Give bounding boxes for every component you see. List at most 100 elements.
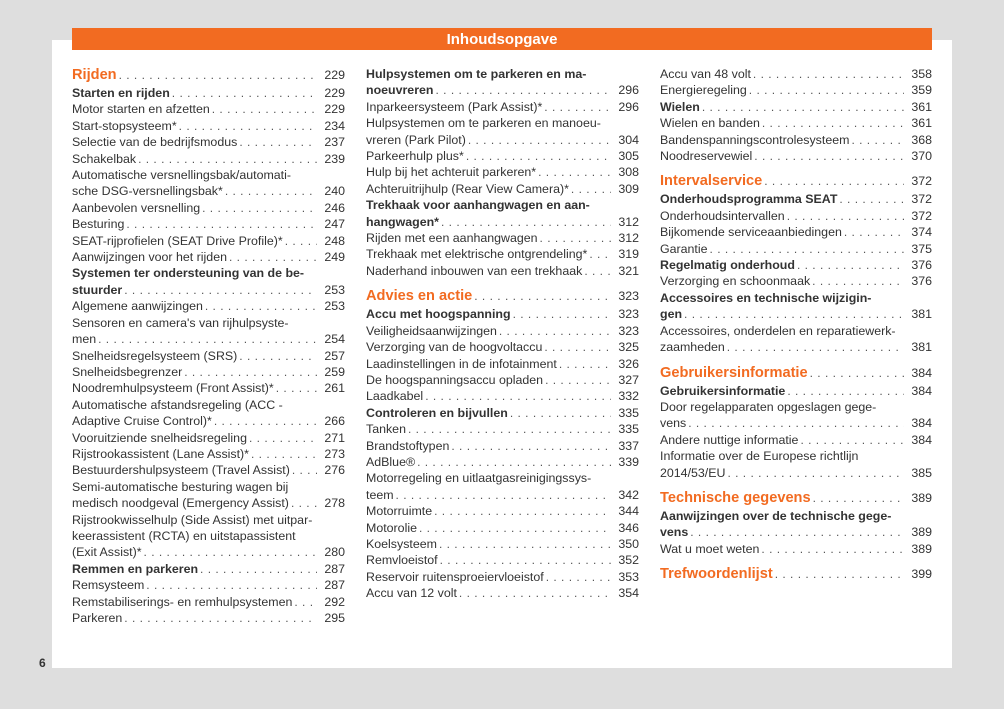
toc-item[interactable]: Laadkabel 332 (366, 388, 639, 404)
toc-item[interactable]: Accu van 12 volt 354 (366, 585, 639, 601)
dot-leader (797, 257, 904, 273)
toc-item[interactable]: Automatische versnellingsbak/automati-sc… (72, 167, 345, 200)
toc-item[interactable]: Reservoir ruitensproeiervloeistof 353 (366, 569, 639, 585)
toc-section[interactable]: Gebruikersinformatie 384 (660, 383, 932, 399)
toc-item[interactable]: Aanwijzingen voor het rijden 249 (72, 249, 345, 265)
toc-entry-row: Noodreservewiel 370 (660, 148, 932, 164)
toc-section[interactable]: Starten en rijden 229 (72, 85, 345, 101)
toc-item[interactable]: De hoogspanningsaccu opladen 327 (366, 372, 639, 388)
toc-item[interactable]: Noodremhulpsysteem (Front Assist)* 261 (72, 380, 345, 396)
toc-item[interactable]: Accessoires, onderdelen en reparatiewerk… (660, 323, 932, 356)
toc-item[interactable]: SEAT-rijprofielen (SEAT Drive Profile)* 2… (72, 233, 345, 249)
toc-item[interactable]: Verzorging en schoonmaak 376 (660, 273, 932, 289)
toc-section[interactable]: Wielen 361 (660, 99, 932, 115)
toc-item[interactable]: Rijstrookassistent (Lane Assist)* 273 (72, 446, 345, 462)
toc-item[interactable]: Wat u moet weten 389 (660, 541, 932, 557)
toc-section[interactable]: Remmen en parkeren 287 (72, 561, 345, 577)
toc-item[interactable]: Door regelapparaten opgeslagen gege-vens… (660, 399, 932, 432)
toc-entry-title: Remvloeistof (366, 553, 438, 568)
dot-leader (451, 438, 611, 454)
toc-item[interactable]: Garantie 375 (660, 241, 932, 257)
toc-entry-title-line: Door regelapparaten opgeslagen gege- (660, 399, 877, 414)
toc-item[interactable]: Inparkeersysteem (Park Assist)* 296 (366, 99, 639, 115)
toc-item[interactable]: Tanken 335 (366, 421, 639, 437)
toc-item[interactable]: Naderhand inbouwen van een trekhaak 321 (366, 263, 639, 279)
toc-item[interactable]: Motorolie 346 (366, 520, 639, 536)
toc-section[interactable]: Trekhaak voor aanhangwagen en aan-hangwa… (366, 197, 639, 230)
toc-page-number: 389 (911, 525, 932, 540)
toc-item[interactable]: Energieregeling 359 (660, 82, 932, 98)
toc-entry-row: Regelmatig onderhoud 376 (660, 257, 932, 273)
toc-section[interactable]: Aanwijzingen over de technische gege-ven… (660, 508, 932, 541)
toc-item[interactable]: Verzorging van de hoogvoltaccu 325 (366, 339, 639, 355)
toc-item[interactable]: Wielen en banden 361 (660, 115, 932, 131)
toc-entry-title: Besturing (72, 217, 125, 232)
toc-section[interactable]: Accessoires en technische wijzigin-gen 38… (660, 290, 932, 323)
toc-item[interactable]: Bandenspanningscontrolesysteem 368 (660, 132, 932, 148)
toc-item[interactable]: Rijstrookwisselhulp (Side Assist) met ui… (72, 512, 345, 561)
toc-item[interactable]: Algemene aanwijzingen 253 (72, 298, 345, 314)
toc-page-number: 372 (911, 192, 932, 207)
toc-item[interactable]: Snelheidsbegrenzer 259 (72, 364, 345, 380)
toc-item[interactable]: Start-stopsysteem* 234 (72, 118, 345, 134)
toc-item[interactable]: Remvloeistof 352 (366, 552, 639, 568)
toc-item[interactable]: Hulpsystemen om te parkeren en manoeu-vr… (366, 115, 639, 148)
toc-item[interactable]: Onderhoudsintervallen 372 (660, 208, 932, 224)
toc-chapter[interactable]: Intervalservice 372 (660, 172, 932, 191)
toc-item[interactable]: Snelheidsregelsysteem (SRS) 257 (72, 348, 345, 364)
toc-item[interactable]: Remsysteem 287 (72, 577, 345, 593)
toc-item[interactable]: Semi-automatische besturing wagen bij med… (72, 479, 345, 512)
toc-entry-row: Koelsysteem 350 (366, 536, 639, 552)
toc-item[interactable]: Informatie over de Europese richtlijn 201… (660, 448, 932, 481)
toc-item[interactable]: AdBlue® 339 (366, 454, 639, 470)
toc-item[interactable]: Remstabiliserings- en remhulpsystemen 292 (72, 594, 345, 610)
dot-leader (466, 148, 611, 164)
toc-item[interactable]: Bestuurdershulpsysteem (Travel Assist) 27… (72, 462, 345, 478)
toc-chapter[interactable]: Gebruikersinformatie 384 (660, 364, 932, 383)
toc-section[interactable]: Onderhoudsprogramma SEAT 372 (660, 191, 932, 207)
toc-section[interactable]: Systemen ter ondersteuning van de be-stu… (72, 265, 345, 298)
toc-item[interactable]: Aanbevolen versnelling 246 (72, 200, 345, 216)
toc-chapter[interactable]: Rijden 229 (72, 66, 345, 85)
toc-item[interactable]: Koelsysteem 350 (366, 536, 639, 552)
toc-chapter[interactable]: Trefwoordenlijst 399 (660, 565, 932, 584)
toc-item[interactable]: Sensoren en camera's van rijhulpsyste-me… (72, 315, 345, 348)
toc-item[interactable]: Brandstoftypen 337 (366, 438, 639, 454)
toc-section[interactable]: Regelmatig onderhoud 376 (660, 257, 932, 273)
toc-item[interactable]: Motorregeling en uitlaatgasreinigingssys… (366, 470, 639, 503)
toc-section[interactable]: Controleren en bijvullen 335 (366, 405, 639, 421)
toc-item[interactable]: Rijden met een aanhangwagen 312 (366, 230, 639, 246)
toc-item[interactable]: Besturing 247 (72, 216, 345, 232)
toc-page-number: 266 (324, 414, 345, 429)
toc-item[interactable]: Parkeerhulp plus* 305 (366, 148, 639, 164)
toc-section[interactable]: Accu met hoogspanning 323 (366, 306, 639, 322)
toc-item[interactable]: Selectie van de bedrijfsmodus 237 (72, 134, 345, 150)
toc-item[interactable]: Laadinstellingen in de infotainment 326 (366, 356, 639, 372)
toc-item[interactable]: Vooruitziende snelheidsregeling 271 (72, 430, 345, 446)
toc-item[interactable]: Parkeren 295 (72, 610, 345, 626)
toc-page-number: 276 (324, 463, 345, 478)
toc-item[interactable]: Veiligheidsaanwijzingen 323 (366, 323, 639, 339)
toc-entry-title: Garantie (660, 241, 708, 256)
toc-item[interactable]: Motorruimte 344 (366, 503, 639, 519)
toc-entry-row: men 254 (72, 331, 345, 347)
toc-item[interactable]: Hulp bij het achteruit parkeren* 308 (366, 164, 639, 180)
toc-entry-title: Accu van 12 volt (366, 586, 457, 601)
toc-entry-title: Naderhand inbouwen van een trekhaak (366, 263, 583, 278)
toc-item[interactable]: Achteruitrijhulp (Rear View Camera)* 309 (366, 181, 639, 197)
toc-item[interactable]: Motor starten en afzetten 229 (72, 101, 345, 117)
toc-chapter[interactable]: Advies en actie 323 (366, 287, 639, 306)
toc-item[interactable]: Noodreservewiel 370 (660, 148, 932, 164)
toc-item[interactable]: Andere nuttige informatie 384 (660, 432, 932, 448)
toc-item[interactable]: Schakelbak 239 (72, 151, 345, 167)
toc-entry-row: Inparkeersysteem (Park Assist)* 296 (366, 99, 639, 115)
toc-item[interactable]: Trekhaak met elektrische ontgrendeling* 3… (366, 246, 639, 262)
toc-entry-title: Motorolie (366, 520, 417, 535)
toc-page-number: 376 (911, 258, 932, 273)
toc-item[interactable]: Bijkomende serviceaanbiedingen 374 (660, 224, 932, 240)
toc-chapter[interactable]: Technische gegevens 389 (660, 489, 932, 508)
dot-leader (172, 85, 317, 101)
toc-item[interactable]: Automatische afstandsregeling (ACC - Adap… (72, 397, 345, 430)
toc-section[interactable]: Hulpsystemen om te parkeren en ma-noeuvr… (366, 66, 639, 99)
toc-item[interactable]: Accu van 48 volt 358 (660, 66, 932, 82)
